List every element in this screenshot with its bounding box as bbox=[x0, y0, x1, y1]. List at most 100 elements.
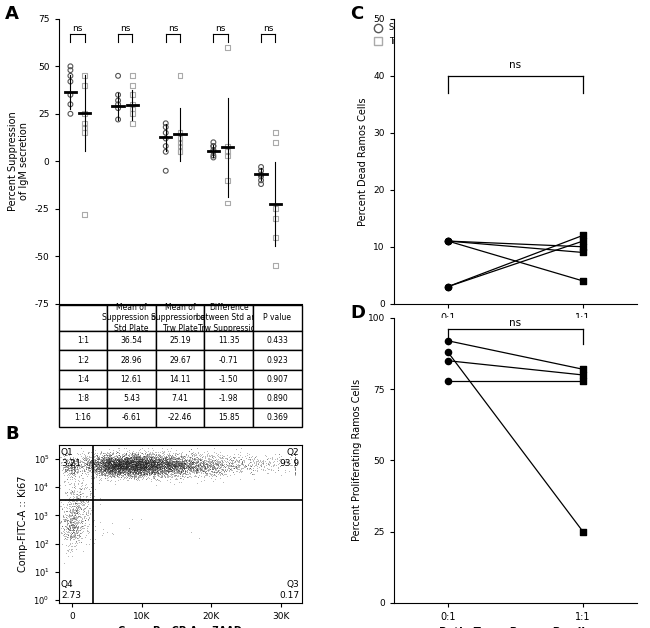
Point bbox=[66, 507, 76, 517]
Point bbox=[193, 466, 203, 476]
Point bbox=[119, 457, 129, 467]
Point bbox=[181, 462, 191, 472]
Point bbox=[58, 452, 69, 462]
Point bbox=[181, 457, 192, 467]
Point bbox=[136, 463, 147, 474]
Point bbox=[142, 474, 152, 484]
Point bbox=[222, 462, 233, 472]
Point bbox=[254, 455, 264, 465]
Point bbox=[68, 507, 78, 517]
Point bbox=[205, 453, 216, 463]
Point bbox=[69, 458, 79, 468]
Point bbox=[104, 453, 114, 463]
Point bbox=[70, 472, 80, 482]
Point bbox=[150, 461, 161, 471]
Point bbox=[136, 454, 146, 464]
Point bbox=[164, 452, 174, 462]
Point bbox=[162, 455, 172, 465]
Point bbox=[109, 456, 119, 466]
Point bbox=[153, 468, 164, 478]
Point bbox=[98, 456, 109, 466]
Point bbox=[118, 470, 128, 480]
Point bbox=[243, 459, 254, 469]
Point bbox=[96, 463, 107, 473]
Point bbox=[130, 458, 140, 468]
Point bbox=[63, 551, 73, 561]
Point bbox=[154, 463, 164, 474]
Point bbox=[62, 457, 72, 467]
Point bbox=[188, 459, 198, 469]
Point bbox=[145, 460, 155, 470]
Point bbox=[74, 537, 85, 547]
Point bbox=[59, 558, 70, 568]
Point bbox=[136, 459, 147, 469]
Point bbox=[136, 460, 147, 470]
Point bbox=[150, 469, 161, 479]
Point bbox=[174, 468, 185, 478]
Point bbox=[146, 458, 156, 468]
Point bbox=[248, 465, 258, 475]
Point bbox=[202, 456, 212, 466]
Point bbox=[106, 458, 116, 468]
Point bbox=[147, 453, 157, 463]
Point bbox=[99, 457, 110, 467]
Point bbox=[79, 504, 90, 514]
Point bbox=[137, 460, 148, 470]
Point bbox=[111, 465, 121, 475]
Point bbox=[75, 463, 85, 474]
Point bbox=[70, 495, 81, 505]
Point bbox=[181, 463, 191, 473]
Point bbox=[118, 458, 129, 468]
Point bbox=[103, 462, 113, 472]
Point bbox=[169, 470, 179, 480]
Point bbox=[234, 460, 244, 470]
Point bbox=[112, 465, 123, 475]
Point bbox=[75, 489, 86, 499]
Point bbox=[155, 472, 166, 482]
Point bbox=[105, 456, 115, 466]
Point bbox=[140, 455, 150, 465]
Point bbox=[122, 457, 132, 467]
Point bbox=[108, 467, 118, 477]
Point bbox=[66, 498, 76, 508]
Point bbox=[155, 462, 165, 472]
Point bbox=[146, 459, 156, 469]
Point bbox=[60, 453, 70, 463]
Point bbox=[65, 65, 75, 75]
Point bbox=[77, 477, 87, 487]
Point bbox=[130, 460, 140, 470]
Point bbox=[133, 467, 143, 477]
Point bbox=[120, 467, 131, 477]
Point bbox=[138, 457, 148, 467]
Point bbox=[173, 462, 183, 472]
Point bbox=[105, 464, 115, 474]
Point bbox=[256, 162, 266, 172]
Point bbox=[185, 460, 196, 470]
Point bbox=[103, 458, 114, 468]
Point bbox=[131, 461, 142, 471]
Point bbox=[127, 454, 137, 464]
Point bbox=[49, 503, 59, 513]
Point bbox=[57, 521, 67, 531]
Point bbox=[103, 455, 113, 465]
Point bbox=[118, 458, 129, 468]
Point bbox=[98, 461, 108, 471]
Point bbox=[174, 458, 184, 468]
Point bbox=[68, 465, 79, 475]
Point bbox=[123, 457, 133, 467]
Point bbox=[149, 472, 159, 482]
Point bbox=[107, 459, 118, 469]
Point bbox=[123, 460, 133, 470]
Point bbox=[139, 457, 150, 467]
Point bbox=[82, 509, 92, 519]
Point bbox=[191, 457, 202, 467]
Point bbox=[69, 507, 79, 517]
Point bbox=[109, 467, 119, 477]
Point bbox=[86, 455, 97, 465]
Point bbox=[174, 474, 185, 484]
Point bbox=[107, 463, 117, 473]
Point bbox=[165, 465, 176, 475]
Point bbox=[140, 457, 151, 467]
Point bbox=[156, 455, 166, 465]
Point bbox=[100, 461, 110, 471]
